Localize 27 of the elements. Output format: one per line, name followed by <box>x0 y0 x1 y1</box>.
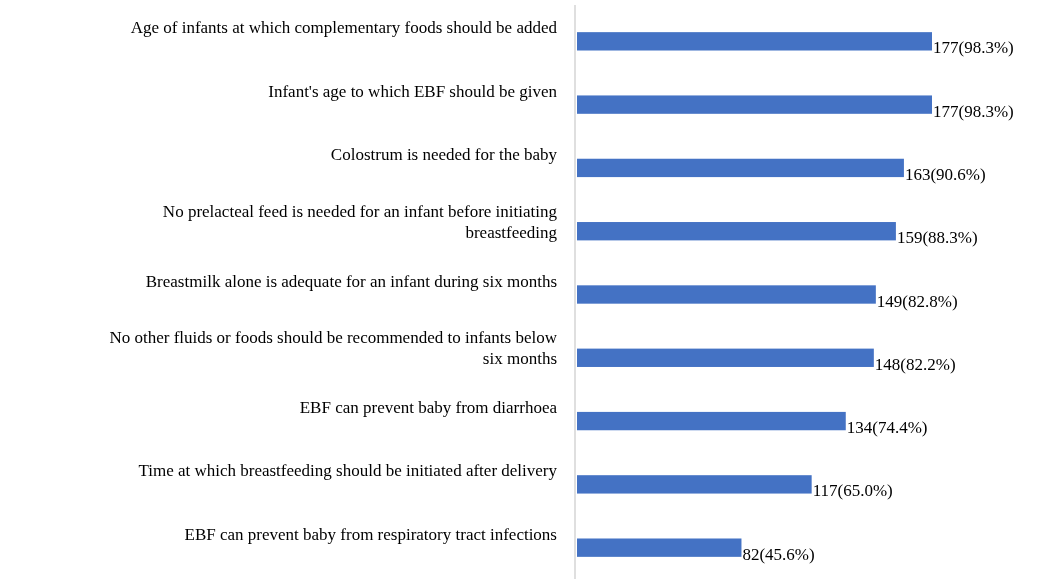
y-tick-label: Breastmilk alone is adequate for an infant during six months <box>145 271 557 291</box>
bar <box>577 285 876 304</box>
bar <box>577 158 904 178</box>
y-tick-label: Colostrum is needed for the baby <box>330 144 558 164</box>
bar <box>577 348 874 367</box>
bar <box>577 475 812 494</box>
y-tick-label: EBF can prevent baby from respiratory tract infections <box>184 524 557 544</box>
data-label: 134(74.4%) <box>846 418 928 438</box>
data-label: 149(82.8%) <box>876 291 958 311</box>
y-tick-label: No other fluids or foods should be recommended to infants below six months <box>109 328 558 369</box>
data-label: 163(90.6%) <box>904 164 986 184</box>
bar <box>577 222 896 241</box>
data-label: 82(45.6%) <box>742 544 815 564</box>
data-label: 177(98.3%) <box>933 101 1014 121</box>
y-tick-label: No prelacteal feed is needed for an infant before initiating breastfeeding <box>162 201 558 242</box>
data-label: 117(65.0%) <box>812 481 893 501</box>
y-tick-label: Infant's age to which EBF should be given <box>268 81 558 101</box>
bar <box>577 32 932 51</box>
y-tick-label: Age of infants at which complementary foods should be added <box>130 18 558 38</box>
bar <box>577 411 846 431</box>
y-tick-label: Time at which breastfeeding should be initiated after delivery <box>138 461 558 481</box>
y-tick-label: EBF can prevent baby from diarrhoea <box>299 398 558 418</box>
data-label: 177(98.3%) <box>933 38 1014 58</box>
bar <box>577 95 932 114</box>
bar <box>577 538 742 557</box>
data-label: 159(88.3%) <box>896 228 978 248</box>
data-label: 148(82.2%) <box>874 354 956 374</box>
